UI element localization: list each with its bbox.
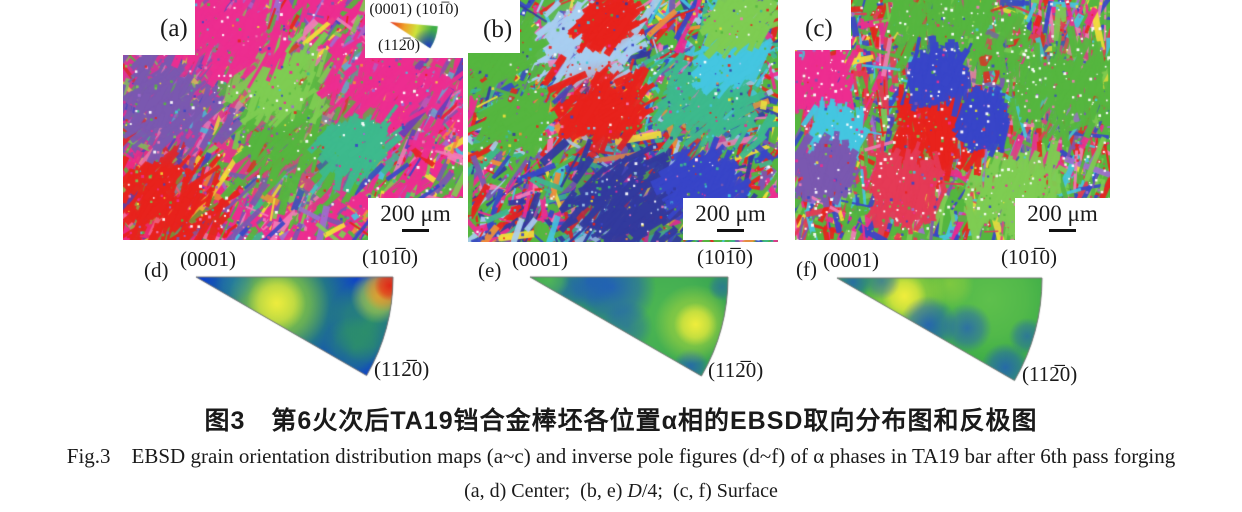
ipf-f	[821, 268, 1056, 393]
caption-chinese: 图3 第6火次后TA19铛合金棒坯各位置α相的EBSD取向分布图和反极图	[204, 407, 1038, 435]
map-b-scalebar: 200 μm	[683, 198, 778, 240]
color-key-top-labels: (0001) (101̅0)	[369, 1, 459, 18]
color-key-wedge	[387, 19, 449, 51]
ipf-e-right-label: (101̅0)	[697, 245, 753, 269]
ipf-d-apex-label: (0001)	[180, 247, 236, 271]
ipf-f-right-label: (101̅0)	[1001, 245, 1057, 269]
map-c-corner-notch	[795, 0, 851, 50]
map-b-corner-notch	[468, 0, 520, 53]
scale-line	[1049, 229, 1076, 232]
caption-sub-italic-d: D	[627, 480, 642, 502]
caption-english: Fig.3 EBSD grain orientation distributio…	[66, 444, 1176, 468]
map-a-scalebar: 200 μm	[368, 198, 463, 240]
scale-label: 200 μm	[695, 201, 766, 226]
scale-label: 200 μm	[380, 201, 451, 226]
ipf-e	[514, 267, 744, 392]
ipf-d	[180, 267, 410, 392]
map-a-label: (a)	[160, 15, 188, 42]
ipf-d-right-label: (101̅0)	[362, 245, 418, 269]
ipf-e-apex-label: (0001)	[512, 247, 568, 271]
scale-label: 200 μm	[1027, 201, 1098, 226]
caption-subline: (a, d) Center; (b, e) D/4; (c, f) Surfac…	[0, 480, 1242, 503]
map-a-corner-notch	[123, 0, 195, 55]
ipf-f-label: (f)	[796, 257, 817, 281]
ipf-d-label: (d)	[144, 258, 169, 282]
scale-line	[402, 229, 429, 232]
ipf-e-label: (e)	[478, 258, 502, 282]
ipf-e-corner-label: (112̅0)	[708, 358, 764, 382]
ipf-f-corner-label: (112̅0)	[1022, 362, 1078, 386]
ipf-color-key: (0001) (101̅0) (112̅0)	[365, 0, 463, 58]
scale-line	[717, 229, 744, 232]
map-b-label: (b)	[483, 16, 513, 43]
caption-sub-suffix: /4; (c, f) Surface	[641, 480, 778, 502]
ipf-d-corner-label: (112̅0)	[374, 357, 430, 381]
ipf-f-apex-label: (0001)	[823, 248, 879, 272]
caption-sub-prefix: (a, d) Center; (b, e)	[464, 480, 628, 502]
map-c-label: (c)	[805, 15, 833, 42]
map-c-scalebar: 200 μm	[1015, 198, 1110, 240]
